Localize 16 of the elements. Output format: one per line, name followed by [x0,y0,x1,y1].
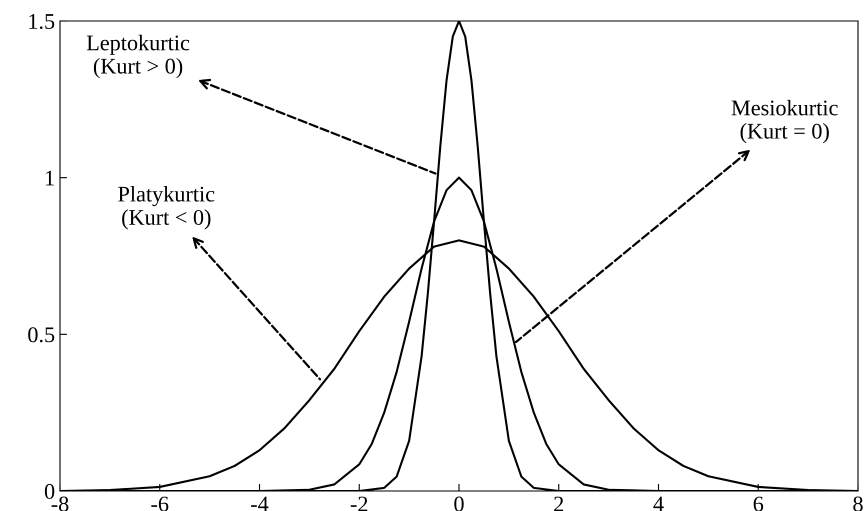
x-tick-label: 0 [454,496,464,511]
x-tick-label: -2 [350,496,368,511]
x-tick-label: -4 [251,496,268,511]
y-tick-label: 0.5 [28,327,54,342]
annotation: Mesiokurtic (Kurt = 0) [732,100,838,144]
y-tick-label: 0 [44,484,54,499]
x-tick-label: 8 [853,496,863,511]
x-tick-label: 2 [554,496,564,511]
y-tick-label: 1.5 [29,14,54,30]
x-tick-label: 6 [754,496,764,511]
y-tick-label: 1 [46,170,54,186]
x-tick-label: 4 [653,496,664,511]
x-tick-label: -8 [52,496,68,511]
x-tick-label: -6 [151,496,168,511]
annotation: Leptokurtic (Kurt > 0) [86,34,190,78]
annotation: Platykurtic (Kurt < 0) [118,186,214,230]
